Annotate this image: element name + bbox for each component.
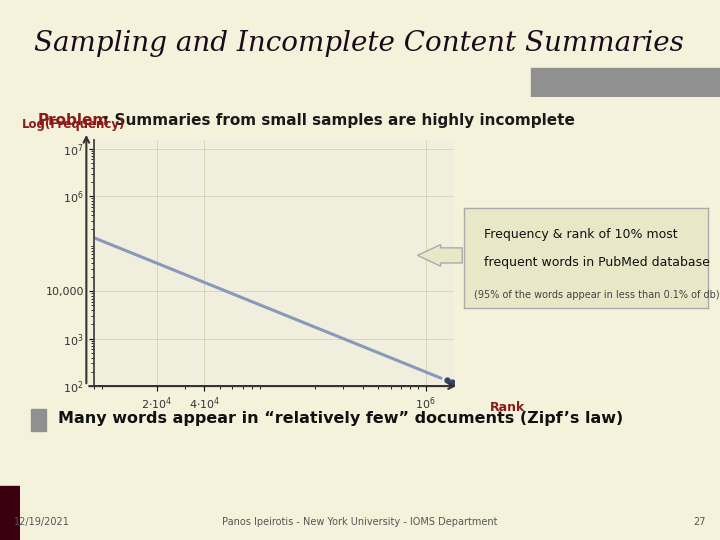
Bar xyxy=(31,409,46,431)
Text: Problem: Problem xyxy=(37,113,109,127)
FancyArrow shape xyxy=(418,245,462,266)
Text: 27: 27 xyxy=(693,517,706,528)
Text: Panos Ipeirotis - New York University - IOMS Department: Panos Ipeirotis - New York University - … xyxy=(222,517,498,528)
Text: Many words appear in “relatively few” documents (Zipf’s law): Many words appear in “relatively few” do… xyxy=(58,411,624,426)
Bar xyxy=(0,486,20,540)
Text: Log(Frequency): Log(Frequency) xyxy=(22,118,125,131)
Bar xyxy=(531,68,720,97)
Text: Frequency & rank of 10% most: Frequency & rank of 10% most xyxy=(484,228,678,241)
Text: Rank: Rank xyxy=(490,401,525,414)
Text: : Summaries from small samples are highly incomplete: : Summaries from small samples are highl… xyxy=(103,113,575,127)
Text: (95% of the words appear in less than 0.1% of db): (95% of the words appear in less than 0.… xyxy=(474,290,720,300)
Text: frequent words in PubMed database: frequent words in PubMed database xyxy=(484,256,710,269)
Text: 12/19/2021: 12/19/2021 xyxy=(14,517,71,528)
Text: Sampling and Incomplete Content Summaries: Sampling and Incomplete Content Summarie… xyxy=(34,30,684,57)
